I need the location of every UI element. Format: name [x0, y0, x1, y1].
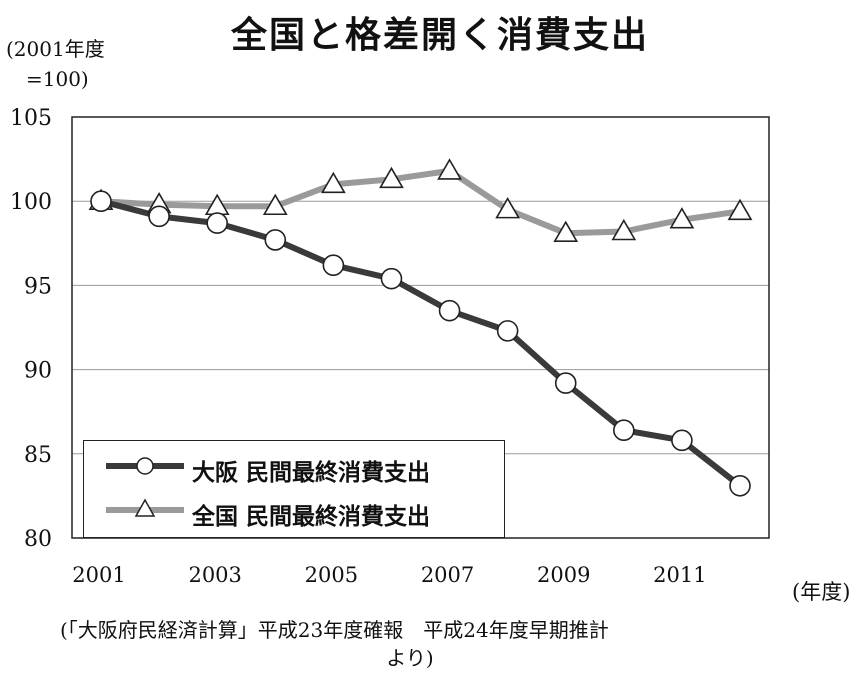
series-line: [100, 167, 741, 237]
x-axis-unit: (年度): [792, 580, 851, 604]
y-unit-line2: =100): [26, 67, 89, 91]
osaka-point: [322, 254, 345, 276]
plot-frame: [71, 116, 770, 539]
national-point: [553, 220, 579, 242]
osaka-point: [671, 429, 693, 452]
osaka-point: [496, 320, 519, 342]
osaka-point: [90, 190, 112, 212]
x-tick-label: 2005: [305, 563, 358, 587]
national-point: [495, 197, 521, 219]
source-line2: より): [386, 646, 434, 670]
y-tick-label: 90: [24, 359, 52, 384]
osaka-point: [148, 205, 170, 228]
tick-layer: 80 85 90 95 100 105 2001 2003 2005 2007 2009 2011: [10, 106, 707, 587]
grid-layer: [72, 200, 769, 455]
legend: 大阪 民間最終消費支出 全国 民間最終消費支出: [83, 440, 505, 538]
y-tick-label: 100: [10, 190, 52, 215]
y-tick-label: 105: [10, 106, 52, 131]
legend-marker-triangle: [106, 498, 184, 517]
x-tick-label: 2003: [188, 563, 241, 587]
series-layer: [88, 158, 753, 497]
y-tick-label: 95: [24, 274, 52, 299]
osaka-point: [380, 267, 403, 290]
x-tick-label: 2001: [72, 563, 125, 587]
national-point: [611, 218, 637, 241]
osaka-point: [729, 474, 751, 497]
y-tick-label: 85: [24, 443, 52, 468]
source-note: (「大阪府民経済計算」平成23年度確報 平成24年度早期推計 より): [60, 616, 800, 672]
osaka-point: [264, 229, 287, 251]
y-axis-unit: (2001年度 =100): [6, 34, 105, 94]
national-point: [320, 171, 346, 194]
x-tick-label: 2011: [653, 563, 706, 587]
y-unit-line1: (2001年度: [6, 37, 105, 61]
national-point: [727, 198, 753, 221]
national-point: [437, 158, 462, 180]
legend-entry-osaka: 大阪 民間最終消費支出: [84, 447, 504, 487]
osaka-point: [613, 419, 635, 442]
national-point: [669, 207, 695, 229]
source-line1: (「大阪府民経済計算」平成23年度確報 平成24年度早期推計: [60, 618, 609, 642]
national-point: [379, 166, 404, 189]
osaka-point: [554, 372, 577, 394]
legend-marker-circle: [106, 457, 184, 475]
legend-label-national: 全国 民間最終消費支出: [192, 504, 431, 530]
legend-label-osaka: 大阪 民間最終消費支出: [192, 460, 431, 486]
national-point: [262, 193, 288, 216]
x-tick-label: 2007: [421, 563, 474, 587]
osaka-point: [438, 299, 461, 322]
x-tick-label: 2009: [537, 563, 590, 587]
legend-entry-national: 全国 民間最終消費支出: [84, 491, 504, 531]
osaka-point: [206, 212, 228, 234]
y-tick-label: 80: [24, 527, 52, 552]
chart-title: 全国と格差開く消費支出: [230, 15, 649, 56]
